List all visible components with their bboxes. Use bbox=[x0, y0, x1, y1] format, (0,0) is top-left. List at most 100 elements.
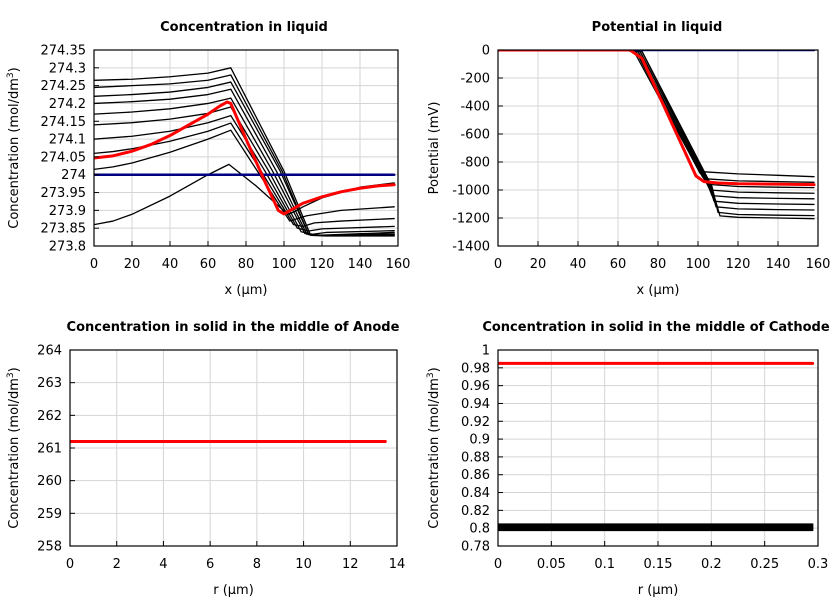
series-line bbox=[94, 129, 395, 222]
chart-potential-in-liquid: 0 20 40 60 80 100 120 140 160 -1400 -1200 -1000 -800… bbox=[427, 20, 830, 298]
y-axis-label-unit-close: ) bbox=[7, 367, 22, 372]
y-tick-label: -800 bbox=[460, 156, 490, 171]
x-tick-label: 0.1 bbox=[594, 557, 615, 572]
x-axis-label: x (µm) bbox=[225, 283, 268, 298]
x-tick-label: 60 bbox=[200, 257, 217, 272]
y-axis-label-superscript: 3 bbox=[6, 372, 16, 378]
y-tick-label: 273.8 bbox=[49, 240, 86, 255]
highlight-series-line bbox=[94, 100, 396, 216]
y-tick-label: 274.35 bbox=[41, 44, 87, 59]
x-tick-label: 120 bbox=[310, 257, 335, 272]
x-tick-label: 6 bbox=[206, 557, 214, 572]
chart-title: Concentration in solid in the middle of … bbox=[67, 320, 400, 335]
chart-concentration-in-liquid: 0 20 40 60 80 100 120 140 160 273.8 273.85 273.9 273… bbox=[6, 20, 410, 298]
x-tick-label: 140 bbox=[766, 257, 791, 272]
y-tick-label: 0.92 bbox=[461, 415, 490, 430]
y-tick-label: -1200 bbox=[452, 212, 490, 227]
chart-title: Concentration in liquid bbox=[160, 20, 328, 35]
y-tick-label: 0.98 bbox=[461, 361, 490, 376]
y-tick-label: 259 bbox=[37, 507, 62, 522]
y-tick-label: 274.3 bbox=[49, 61, 86, 76]
y-tick-label: 274.15 bbox=[41, 115, 87, 130]
x-tick-label: 0.15 bbox=[644, 557, 673, 572]
y-axis-label: Concentration (mol/dm3) bbox=[6, 367, 22, 529]
y-tick-label: 274.2 bbox=[49, 97, 86, 112]
y-tick-label: 0.8 bbox=[469, 522, 490, 537]
y-tick-label: 274.25 bbox=[41, 79, 87, 94]
y-tick-label: 258 bbox=[37, 540, 62, 555]
y-tick-label: -600 bbox=[460, 128, 490, 143]
chart-title: Potential in liquid bbox=[592, 20, 723, 35]
y-tick-label: 274 bbox=[61, 168, 86, 183]
x-tick-label: 2 bbox=[113, 557, 121, 572]
y-axis-label-unit-close: ) bbox=[427, 367, 442, 372]
x-tick-label: 4 bbox=[159, 557, 167, 572]
x-tick-label: 20 bbox=[124, 257, 141, 272]
x-tick-label: 0 bbox=[66, 557, 74, 572]
y-tick-label: 274.1 bbox=[49, 133, 86, 148]
y-tick-label: -1400 bbox=[452, 240, 490, 255]
x-tick-label: 40 bbox=[162, 257, 179, 272]
y-tick-label: 260 bbox=[37, 474, 62, 489]
x-tick-label: 80 bbox=[238, 257, 255, 272]
y-axis-label-text: Concentration (mol/dm bbox=[427, 378, 442, 529]
y-tick-label: 0.94 bbox=[461, 397, 490, 412]
y-axis-label: Concentration (mol/dm3) bbox=[6, 67, 22, 229]
x-tick-label: 0.25 bbox=[750, 557, 779, 572]
x-tick-label: 0 bbox=[90, 257, 98, 272]
x-axis-label: x (µm) bbox=[637, 283, 680, 298]
y-tick-label: 0.84 bbox=[461, 486, 490, 501]
x-tick-label: 0.05 bbox=[537, 557, 566, 572]
x-tick-label: 120 bbox=[726, 257, 751, 272]
x-tick-label: 0 bbox=[494, 257, 502, 272]
y-axis-label-superscript: 3 bbox=[6, 72, 16, 78]
highlight-series-line bbox=[498, 50, 816, 187]
x-tick-label: 20 bbox=[530, 257, 547, 272]
chart-anode-solid-concentration: 0 2 4 6 8 10 12 14 258 259 260 261 262 263 264 Concentr… bbox=[6, 320, 405, 598]
y-tick-label: 273.85 bbox=[41, 222, 87, 237]
y-tick-label: 0.88 bbox=[461, 450, 490, 465]
y-axis-label-text: Concentration (mol/dm bbox=[7, 378, 22, 529]
chart-title: Concentration in solid in the middle of … bbox=[482, 320, 830, 335]
y-tick-label: -200 bbox=[460, 72, 490, 87]
series-line bbox=[94, 122, 395, 228]
y-tick-label: 273.9 bbox=[49, 204, 86, 219]
y-tick-label: 262 bbox=[37, 409, 62, 424]
x-tick-label: 100 bbox=[272, 257, 297, 272]
x-tick-label: 0.2 bbox=[701, 557, 722, 572]
x-tick-label: 0 bbox=[494, 557, 502, 572]
x-axis-label: r (µm) bbox=[638, 583, 679, 598]
x-tick-label: 140 bbox=[348, 257, 373, 272]
x-tick-label: 160 bbox=[806, 257, 831, 272]
x-tick-label: 60 bbox=[610, 257, 627, 272]
y-axis-label-unit-close: ) bbox=[7, 67, 22, 72]
x-tick-label: 40 bbox=[570, 257, 587, 272]
y-tick-label: 0.9 bbox=[469, 433, 490, 448]
x-tick-label: 100 bbox=[686, 257, 711, 272]
series-line bbox=[94, 106, 395, 235]
x-tick-label: 8 bbox=[253, 557, 261, 572]
y-tick-label: 273.95 bbox=[41, 186, 87, 201]
x-tick-label: 0.3 bbox=[808, 557, 829, 572]
y-tick-label: 1 bbox=[482, 344, 490, 359]
y-tick-label: 0.96 bbox=[461, 379, 490, 394]
y-axis-label: Concentration (mol/dm3) bbox=[426, 367, 442, 529]
x-tick-label: 10 bbox=[295, 557, 312, 572]
y-tick-label: -400 bbox=[460, 100, 490, 115]
y-tick-label: 0.86 bbox=[461, 468, 490, 483]
chart-cathode-solid-concentration: 0 0.05 0.1 0.15 0.2 0.25 0.3 0.78 0.8 0.82 0.84 0.8… bbox=[426, 320, 830, 598]
x-tick-label: 12 bbox=[342, 557, 359, 572]
x-tick-label: 160 bbox=[386, 257, 411, 272]
y-tick-label: 274.05 bbox=[41, 150, 87, 165]
y-tick-label: 263 bbox=[37, 376, 62, 391]
y-tick-label: 0.78 bbox=[461, 540, 490, 555]
y-tick-label: 0 bbox=[482, 44, 490, 59]
y-axis-label-text: Concentration (mol/dm bbox=[7, 78, 22, 229]
x-tick-label: 80 bbox=[650, 257, 667, 272]
y-tick-label: 261 bbox=[37, 442, 62, 457]
y-tick-label: -1000 bbox=[452, 184, 490, 199]
y-axis-label: Potential (mV) bbox=[427, 102, 442, 195]
y-axis-label-superscript: 3 bbox=[426, 372, 436, 378]
y-tick-label: 264 bbox=[37, 344, 62, 359]
